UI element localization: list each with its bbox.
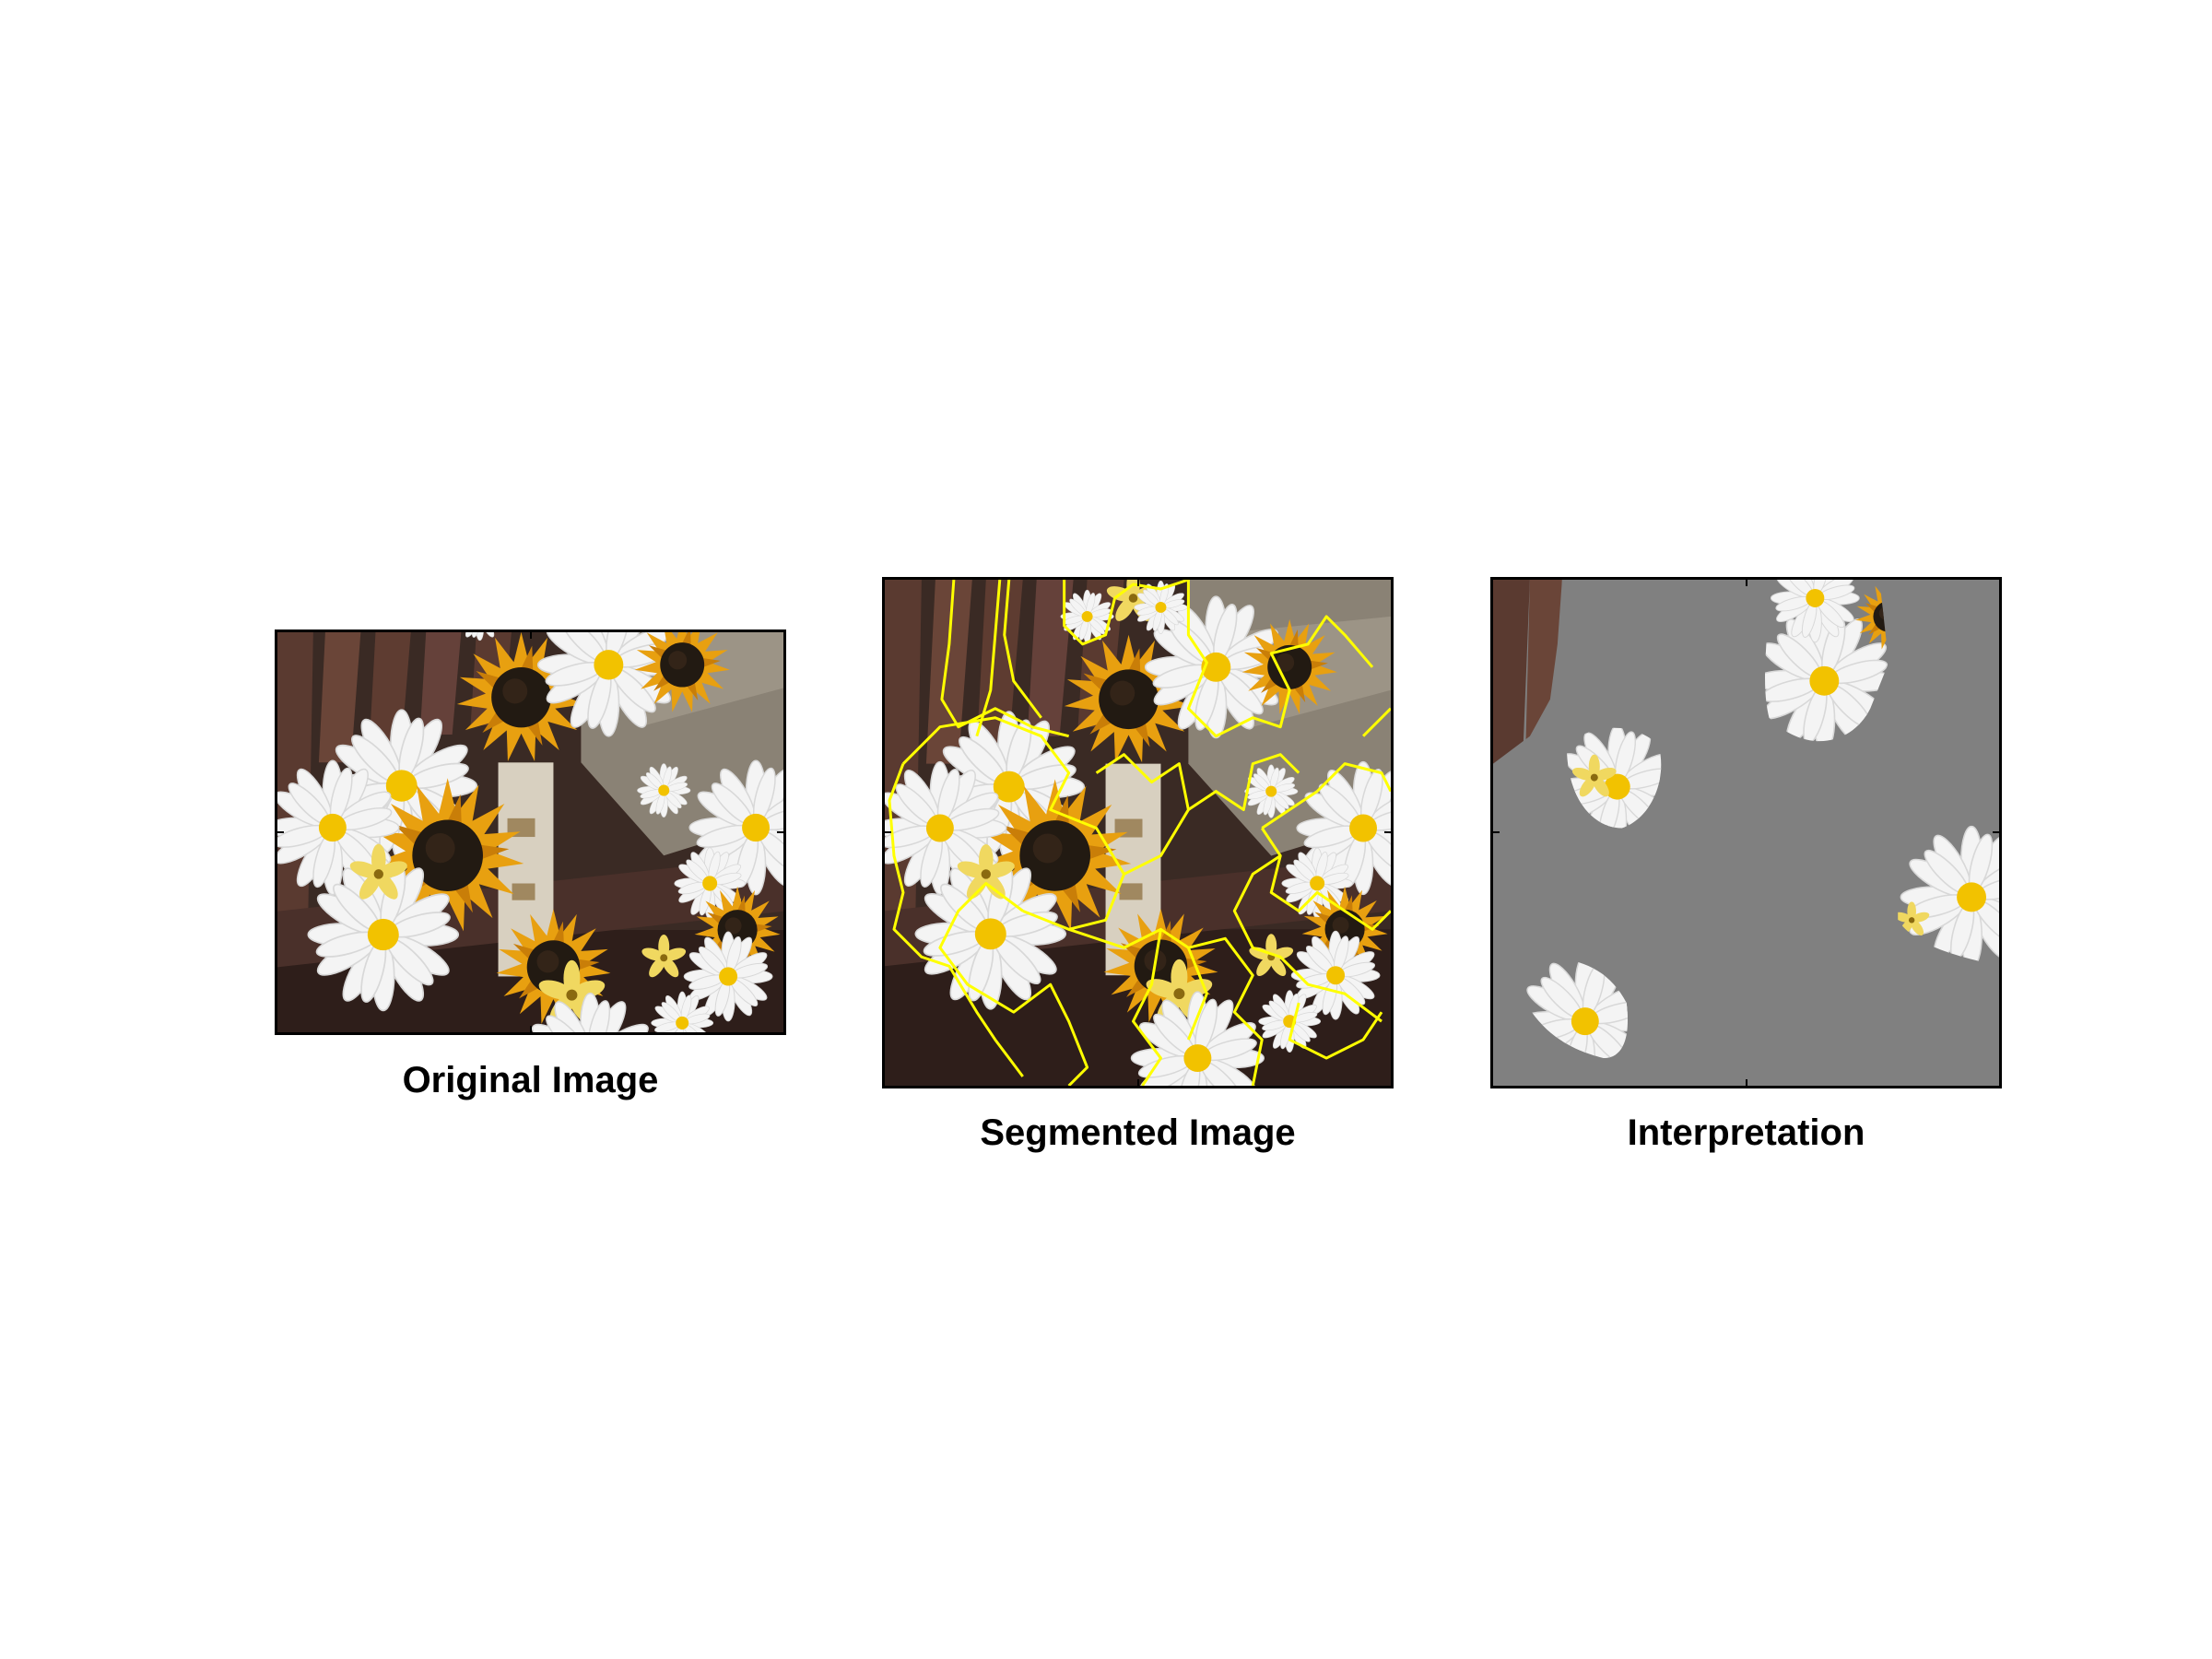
tick-mark [1490,831,1500,833]
tick-mark [777,831,786,833]
tick-mark [1993,831,2002,833]
tick-mark [1746,1079,1747,1088]
interpretation-image [1493,580,1999,1086]
tick-mark [1746,577,1747,586]
caption-interpretation: Interpretation [1490,1112,2002,1154]
tick-mark [1137,1079,1139,1088]
tick-mark [275,831,284,833]
original-image [277,632,783,1032]
tick-mark [530,1026,532,1035]
caption-original: Original Image [275,1060,786,1101]
tick-mark [530,629,532,639]
segmented-image [885,580,1391,1086]
segmented-image-panel [882,577,1394,1088]
original-image-panel [275,629,786,1035]
tick-mark [882,831,891,833]
tick-mark [1384,831,1394,833]
caption-segmented: Segmented Image [882,1112,1394,1154]
interpretation-panel [1490,577,2002,1088]
tick-mark [1137,577,1139,586]
